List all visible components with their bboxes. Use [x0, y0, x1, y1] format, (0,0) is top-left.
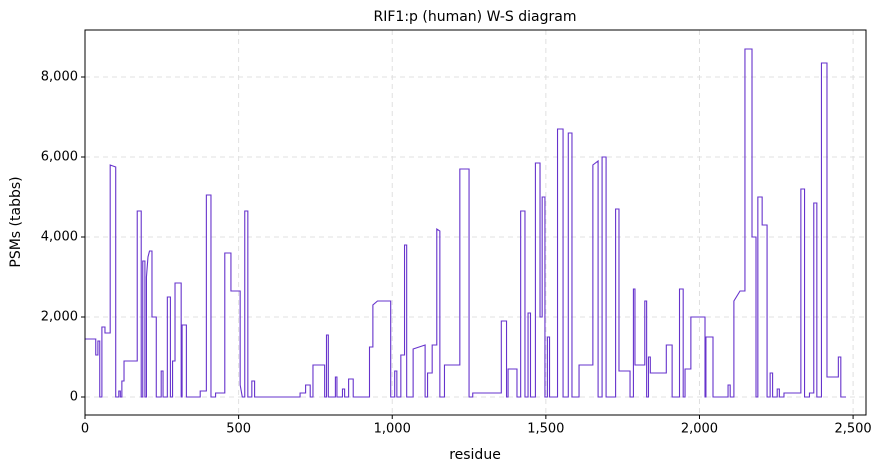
y-tick-label: 2,000	[41, 310, 78, 325]
y-tick-label: 0	[70, 390, 78, 405]
y-tick-label: 8,000	[41, 70, 78, 85]
plot-frame	[84, 29, 867, 416]
x-axis-label: residue	[449, 447, 501, 463]
x-tick-label: 2,500	[834, 422, 871, 437]
y-tick-label: 4,000	[41, 230, 78, 245]
x-tick-label: 2,000	[681, 422, 718, 437]
x-tick-label: 0	[81, 422, 89, 437]
y-axis-label: PSMs (tabbs)	[8, 176, 24, 267]
x-tick-label: 1,000	[374, 422, 411, 437]
data-line	[85, 48, 847, 398]
x-tick-label: 1,500	[527, 422, 564, 437]
x-tick-label: 500	[226, 422, 251, 437]
chart-title: RIF1:p (human) W-S diagram	[374, 9, 577, 25]
y-tick-label: 6,000	[41, 150, 78, 165]
